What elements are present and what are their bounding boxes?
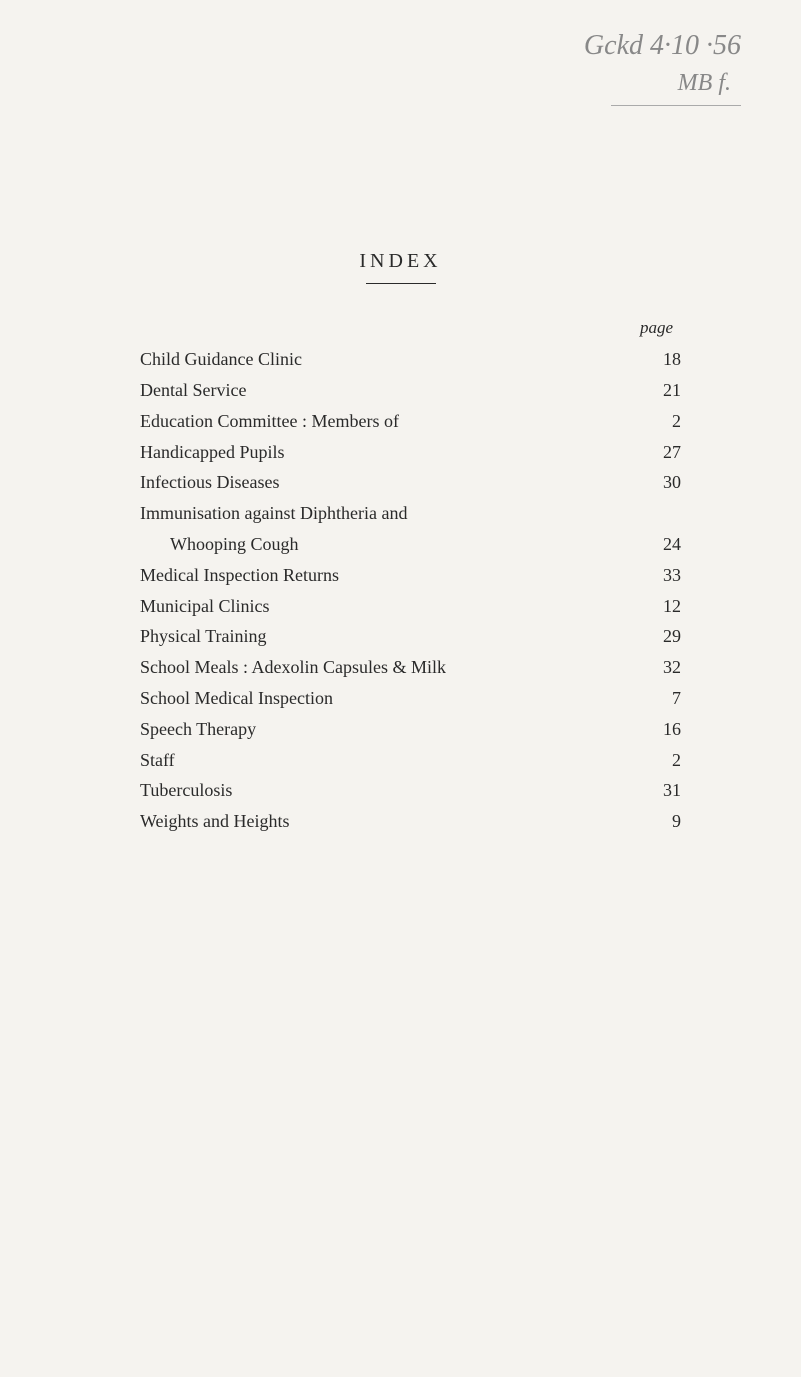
page-column-header: page (140, 314, 681, 341)
index-entry: School Meals : Adexolin Capsules & Milk 3… (140, 653, 681, 682)
index-entry: Immunisation against Diphtheria and (140, 499, 681, 528)
entry-page-number: 33 (651, 561, 681, 590)
index-entry: School Medical Inspection 7 (140, 684, 681, 713)
entry-text: School Meals : Adexolin Capsules & Milk (140, 653, 446, 682)
index-entry: Handicapped Pupils 27 (140, 438, 681, 467)
index-entry: Whooping Cough 24 (140, 530, 681, 559)
entry-text: School Medical Inspection (140, 684, 333, 713)
entry-page-number: 31 (651, 776, 681, 805)
entry-page-number: 32 (651, 653, 681, 682)
entry-page-number: 30 (651, 468, 681, 497)
index-entry: Physical Training 29 (140, 622, 681, 651)
entry-text: Infectious Diseases (140, 468, 279, 497)
index-title: INDEX (80, 250, 721, 273)
index-entry: Education Committee : Members of 2 (140, 407, 681, 436)
leader-dots (306, 364, 647, 365)
leader-dots (250, 395, 647, 396)
index-entry: Medical Inspection Returns 33 (140, 561, 681, 590)
entry-text: Dental Service (140, 376, 246, 405)
leader-dots (274, 611, 648, 612)
entry-text: Staff (140, 746, 175, 775)
entry-text: Weights and Heights (140, 807, 290, 836)
entry-page-number: 9 (651, 807, 681, 836)
entry-page-number: 18 (651, 345, 681, 374)
index-content: page Child Guidance Clinic18Dental Servi… (140, 314, 681, 836)
leader-dots (303, 549, 648, 550)
leader-dots (236, 795, 647, 796)
leader-dots (260, 734, 647, 735)
entry-page-number: 7 (651, 684, 681, 713)
entry-page-number: 16 (651, 715, 681, 744)
handwriting-annotation-2: MB f. (678, 70, 731, 97)
entries-container: Child Guidance Clinic18Dental Service21E… (140, 345, 681, 836)
leader-dots (294, 826, 647, 827)
handwriting-annotation-1: Gckd 4·10 ·56 (584, 30, 741, 62)
leader-dots (450, 672, 647, 673)
leader-dots (271, 641, 647, 642)
entry-page-number: 29 (651, 622, 681, 651)
entry-page-number: 21 (651, 376, 681, 405)
entry-page-number: 2 (651, 746, 681, 775)
leader-dots (337, 703, 647, 704)
index-entry: Municipal Clinics 12 (140, 592, 681, 621)
leader-dots (288, 457, 647, 458)
index-entry: Speech Therapy 16 (140, 715, 681, 744)
entry-page-number: 27 (651, 438, 681, 467)
entry-page-number: 2 (651, 407, 681, 436)
index-entry: Dental Service 21 (140, 376, 681, 405)
entry-text: Handicapped Pupils (140, 438, 284, 467)
entry-text: Whooping Cough (140, 530, 299, 559)
entry-text: Tuberculosis (140, 776, 232, 805)
entry-text: Speech Therapy (140, 715, 256, 744)
leader-dots (283, 487, 647, 488)
entry-text: Immunisation against Diphtheria and (140, 499, 407, 528)
index-entry: Infectious Diseases 30 (140, 468, 681, 497)
entry-page-number: 12 (651, 592, 681, 621)
index-entry: Staff 2 (140, 746, 681, 775)
title-underline (366, 283, 436, 284)
index-entry: Child Guidance Clinic 18 (140, 345, 681, 374)
entry-text: Child Guidance Clinic (140, 345, 302, 374)
leader-dots (403, 426, 647, 427)
leader-dots (179, 765, 647, 766)
entry-page-number: 24 (651, 530, 681, 559)
handwriting-underline (611, 105, 741, 106)
entry-text: Municipal Clinics (140, 592, 270, 621)
index-entry: Weights and Heights 9 (140, 807, 681, 836)
leader-dots (343, 580, 647, 581)
index-entry: Tuberculosis 31 (140, 776, 681, 805)
entry-text: Physical Training (140, 622, 267, 651)
entry-text: Medical Inspection Returns (140, 561, 339, 590)
entry-text: Education Committee : Members of (140, 407, 399, 436)
